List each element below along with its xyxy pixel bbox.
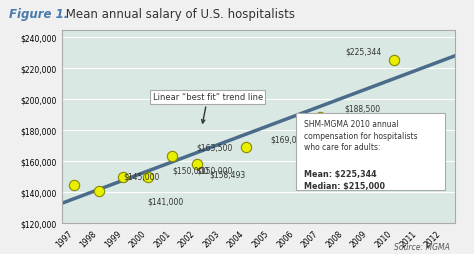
Text: $158,493: $158,493 <box>209 169 246 178</box>
Point <box>144 175 152 179</box>
Point <box>390 59 397 63</box>
Point <box>119 175 127 179</box>
Text: $169,000: $169,000 <box>271 135 307 144</box>
Text: Figure 1.: Figure 1. <box>9 8 69 21</box>
Point <box>193 162 201 166</box>
Point <box>70 183 78 187</box>
Text: $141,000: $141,000 <box>148 197 184 205</box>
FancyBboxPatch shape <box>296 114 445 191</box>
Point <box>168 154 176 158</box>
Text: Source: MGMA: Source: MGMA <box>394 243 450 251</box>
Text: Mean annual salary of U.S. hospitalists: Mean annual salary of U.S. hospitalists <box>62 8 295 21</box>
Text: Linear “best fit” trend line: Linear “best fit” trend line <box>153 93 263 123</box>
Text: $145,000: $145,000 <box>123 172 159 181</box>
Point <box>95 189 102 193</box>
Point <box>242 146 250 150</box>
Point <box>316 116 324 120</box>
Text: $163,500: $163,500 <box>197 143 233 152</box>
Text: Mean: $225,344: Mean: $225,344 <box>303 169 376 178</box>
Text: Median: $215,000: Median: $215,000 <box>303 181 384 190</box>
Text: $188,500: $188,500 <box>345 105 381 114</box>
Text: $150,000: $150,000 <box>197 166 233 174</box>
Text: $150,000: $150,000 <box>172 166 209 174</box>
Text: $225,344: $225,344 <box>345 48 381 57</box>
Text: SHM-MGMA 2010 annual
compensation for hospitalists
who care for adults:: SHM-MGMA 2010 annual compensation for ho… <box>303 119 417 152</box>
